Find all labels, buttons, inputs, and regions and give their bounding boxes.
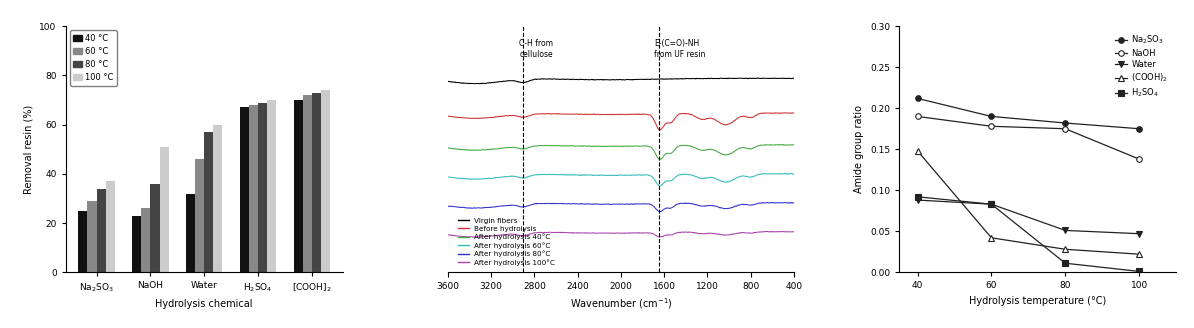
X-axis label: Hydrolysis chemical: Hydrolysis chemical [155, 299, 253, 309]
X-axis label: Hydrolysis temperature (°C): Hydrolysis temperature (°C) [970, 296, 1106, 306]
Bar [79, 211, 87, 272]
(COOH)$_2$ [910, 149, 924, 153]
Bar [267, 100, 276, 272]
Bar [97, 189, 106, 272]
Bar [160, 147, 168, 272]
(COOH)$_2$ [1058, 247, 1072, 251]
Water [1132, 232, 1146, 236]
Na$_2$SO$_3$ [984, 114, 998, 118]
Legend: 40 °C, 60 °C, 80 °C, 100 °C: 40 °C, 60 °C, 80 °C, 100 °C [69, 31, 117, 86]
Bar [240, 107, 248, 272]
Legend: Virgin fibers, Before hydrolysis, After hydrolysis 40°C, After hydrolysis 60°C, : Virgin fibers, Before hydrolysis, After … [455, 215, 559, 269]
Bar [141, 208, 150, 272]
H$_2$SO$_4$ [1132, 269, 1146, 273]
Bar [204, 132, 214, 272]
Line: NaOH: NaOH [915, 114, 1141, 162]
Line: Water: Water [915, 197, 1141, 236]
H$_2$SO$_4$ [1058, 261, 1072, 265]
Y-axis label: Removal resin (%): Removal resin (%) [24, 105, 33, 194]
Bar [294, 100, 302, 272]
H$_2$SO$_4$ [984, 202, 998, 206]
Na$_2$SO$_3$ [1058, 121, 1072, 125]
Bar [258, 102, 267, 272]
(COOH)$_2$ [984, 236, 998, 240]
Bar [248, 105, 258, 272]
NaOH [1132, 157, 1146, 161]
H$_2$SO$_4$ [910, 195, 924, 199]
Line: (COOH)$_2$: (COOH)$_2$ [915, 148, 1141, 257]
NaOH [984, 124, 998, 128]
Bar [87, 201, 97, 272]
Line: Na$_2$SO$_3$: Na$_2$SO$_3$ [915, 96, 1141, 132]
X-axis label: Wavenumber (cm$^{-1}$): Wavenumber (cm$^{-1}$) [570, 297, 672, 311]
Bar [214, 125, 222, 272]
Legend: Na$_2$SO$_3$, NaOH, Water, (COOH)$_2$, H$_2$SO$_4$: Na$_2$SO$_3$, NaOH, Water, (COOH)$_2$, H… [1112, 31, 1173, 103]
Water [1058, 228, 1072, 232]
Bar [133, 216, 141, 272]
Bar [312, 92, 321, 272]
Bar [106, 181, 115, 272]
Bar [321, 90, 330, 272]
Bar [150, 184, 160, 272]
NaOH [910, 114, 924, 118]
Bar [186, 194, 195, 272]
Na$_2$SO$_3$ [910, 96, 924, 100]
Water [984, 202, 998, 206]
NaOH [1058, 127, 1072, 131]
Na$_2$SO$_3$ [1132, 127, 1146, 131]
Water [910, 198, 924, 202]
Text: C-H from
cellulose: C-H from cellulose [519, 39, 553, 59]
Bar [302, 95, 312, 272]
(COOH)$_2$ [1132, 252, 1146, 256]
Text: E-(C=O)-NH
from UF resin: E-(C=O)-NH from UF resin [654, 39, 706, 59]
Line: H$_2$SO$_4$: H$_2$SO$_4$ [915, 194, 1141, 274]
Y-axis label: Amide group ratio: Amide group ratio [855, 105, 864, 193]
Bar [195, 159, 204, 272]
